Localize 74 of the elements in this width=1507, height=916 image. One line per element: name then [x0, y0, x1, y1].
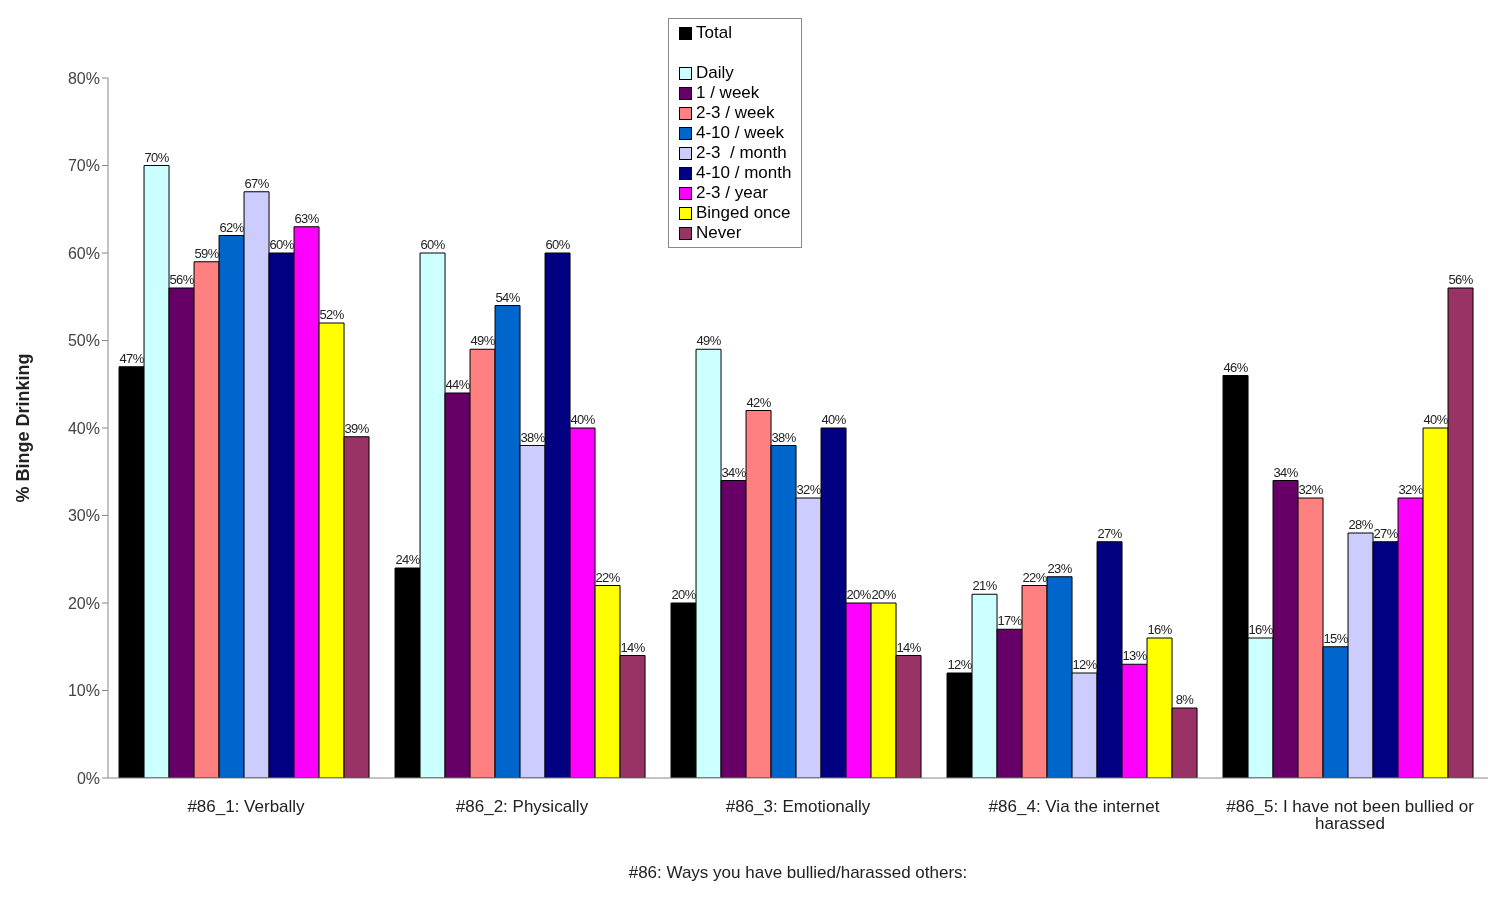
data-label: 23%: [1047, 560, 1073, 576]
data-label: 49%: [696, 333, 722, 349]
data-label: 46%: [1223, 359, 1249, 375]
data-label: 39%: [344, 420, 370, 436]
data-label: 67%: [244, 175, 270, 191]
y-tick-label: 0%: [76, 769, 100, 787]
data-label: 52%: [319, 307, 345, 322]
data-label: 15%: [1323, 630, 1349, 646]
data-label: 38%: [771, 429, 797, 445]
data-label: 16%: [1248, 622, 1274, 637]
x-tick-label: #86_5: I have not been bullied or harassed: [1226, 797, 1475, 834]
data-label: 70%: [144, 149, 170, 165]
data-label: 17%: [997, 613, 1023, 629]
data-label: 20%: [671, 587, 697, 602]
x-tick-label: #86_2: Physically: [455, 797, 589, 817]
data-label: 32%: [1398, 482, 1424, 497]
legend-label: Never: [696, 223, 742, 243]
data-label: 24%: [395, 552, 421, 567]
x-axis-title: #86: Ways you have bullied/harassed others:: [628, 863, 968, 882]
data-label: 27%: [1373, 525, 1399, 541]
legend-label: 1 / week: [696, 83, 760, 103]
legend-label: 2-3 / week: [696, 103, 775, 123]
data-label: 21%: [972, 578, 998, 594]
data-label: 14%: [896, 639, 922, 655]
y-tick-label: 80%: [67, 69, 100, 87]
legend-label: Binged once: [696, 203, 791, 223]
data-label: 40%: [821, 412, 847, 427]
data-label: 47%: [119, 350, 145, 366]
data-label: 20%: [846, 587, 872, 602]
data-label: 38%: [520, 429, 546, 445]
data-label: 60%: [420, 237, 446, 252]
data-label: 13%: [1122, 648, 1148, 664]
data-label: 22%: [1022, 569, 1048, 585]
x-tick-label: #86_3: Emotionally: [725, 797, 871, 817]
data-label: 49%: [470, 333, 496, 349]
data-label: 59%: [194, 245, 220, 261]
y-tick-label: 30%: [67, 507, 100, 525]
data-label: 63%: [294, 210, 320, 226]
data-label: 32%: [1298, 482, 1324, 497]
data-label: 20%: [871, 587, 897, 602]
data-label: 42%: [746, 394, 772, 410]
legend-label: 4-10 / week: [696, 123, 784, 143]
data-label: 40%: [1423, 412, 1449, 427]
data-label: 32%: [796, 482, 822, 497]
data-label: 62%: [219, 219, 245, 235]
y-tick-label: 50%: [67, 332, 100, 350]
y-tick-label: 20%: [67, 594, 100, 612]
data-label: 12%: [947, 657, 973, 672]
legend-label: 2-3 / month: [696, 143, 787, 163]
data-label: 54%: [495, 289, 521, 305]
y-tick-label: 70%: [67, 157, 100, 175]
y-tick-label: 40%: [67, 419, 100, 437]
data-label: 34%: [1273, 464, 1299, 480]
data-label: 14%: [620, 639, 646, 655]
data-label: 27%: [1097, 525, 1123, 541]
data-label: 60%: [545, 237, 571, 252]
legend-label: Daily: [696, 63, 734, 83]
y-tick-label: 60%: [67, 244, 100, 262]
data-label: 12%: [1072, 657, 1098, 672]
data-label: 8%: [1175, 692, 1195, 707]
data-label: 56%: [169, 272, 195, 287]
x-tick-label: #86_4: Via the internet: [988, 797, 1160, 817]
legend-label: 4-10 / month: [696, 163, 792, 183]
data-label: 16%: [1147, 622, 1173, 637]
data-label: 34%: [721, 464, 747, 480]
y-tick-label: 10%: [67, 682, 100, 700]
legend-label: 2-3 / year: [696, 183, 768, 203]
y-axis-title: % Binge Drinking: [13, 353, 34, 503]
data-label: 22%: [595, 569, 621, 585]
data-label: 60%: [269, 237, 295, 252]
data-label: 28%: [1348, 517, 1374, 532]
x-tick-label: #86_1: Verbally: [187, 797, 306, 817]
legend-label: Total: [696, 23, 732, 43]
data-label: 56%: [1448, 272, 1474, 287]
